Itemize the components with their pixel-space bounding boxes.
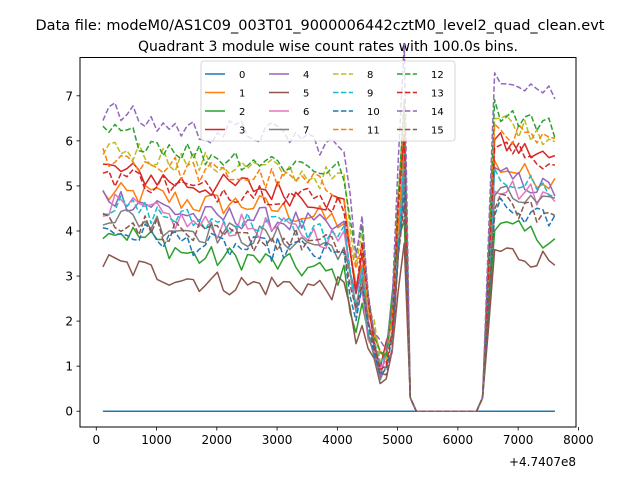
x-tick-label: 3000 [262,433,293,447]
legend-label: 7 [303,126,309,137]
y-axis: 0 1 2 3 4 5 6 7 [65,89,80,419]
series-line-15 [102,193,556,412]
x-tick-label: 1000 [141,433,172,447]
x-tick-label: 6000 [443,433,474,447]
legend-label: 3 [239,126,245,137]
legend-label: 11 [367,126,380,137]
x-tick-label: 8000 [563,433,594,447]
legend-label: 14 [431,107,444,118]
axes-frame [79,57,577,428]
y-tick-label: 4 [65,224,73,238]
legend-label: 13 [431,89,444,100]
figure-suptitle: Data file: modeM0/AS1C09_003T01_90000064… [36,18,605,34]
legend-label: 1 [239,89,245,100]
y-tick-label: 7 [65,89,73,103]
x-tick-label: 5000 [382,433,413,447]
y-tick-label: 3 [65,270,73,284]
y-tick-label: 5 [65,179,73,193]
legend-label: 15 [431,126,444,137]
legend-label: 9 [367,89,373,100]
legend-label: 10 [367,107,380,118]
legend-label: 8 [367,70,373,81]
legend-box [200,60,456,142]
legend-label: 12 [431,70,444,81]
x-axis: 0 1000 2000 3000 4000 5000 6000 7000 8000 [92,427,594,447]
y-tick-label: 6 [65,134,73,148]
legend-label: 6 [303,107,309,118]
series-line-9 [102,152,555,412]
y-tick-label: 1 [65,360,73,374]
series-line-10 [102,191,556,412]
legend-label: 4 [303,70,309,81]
x-tick-label: 4000 [322,433,353,447]
x-tick-label: 7000 [503,433,534,447]
legend-label: 2 [239,107,245,118]
series-line-12 [102,98,556,412]
x-offset-label: +4.7407e8 [509,455,576,469]
x-tick-label: 2000 [202,433,233,447]
series-line-8 [102,112,556,412]
legend-label: 0 [239,70,245,81]
chart-title: Quadrant 3 module wise count rates with … [138,39,518,55]
y-tick-label: 0 [65,405,73,419]
legend-label: 5 [303,89,309,100]
x-tick-label: 0 [92,433,100,447]
y-tick-label: 2 [65,315,73,329]
